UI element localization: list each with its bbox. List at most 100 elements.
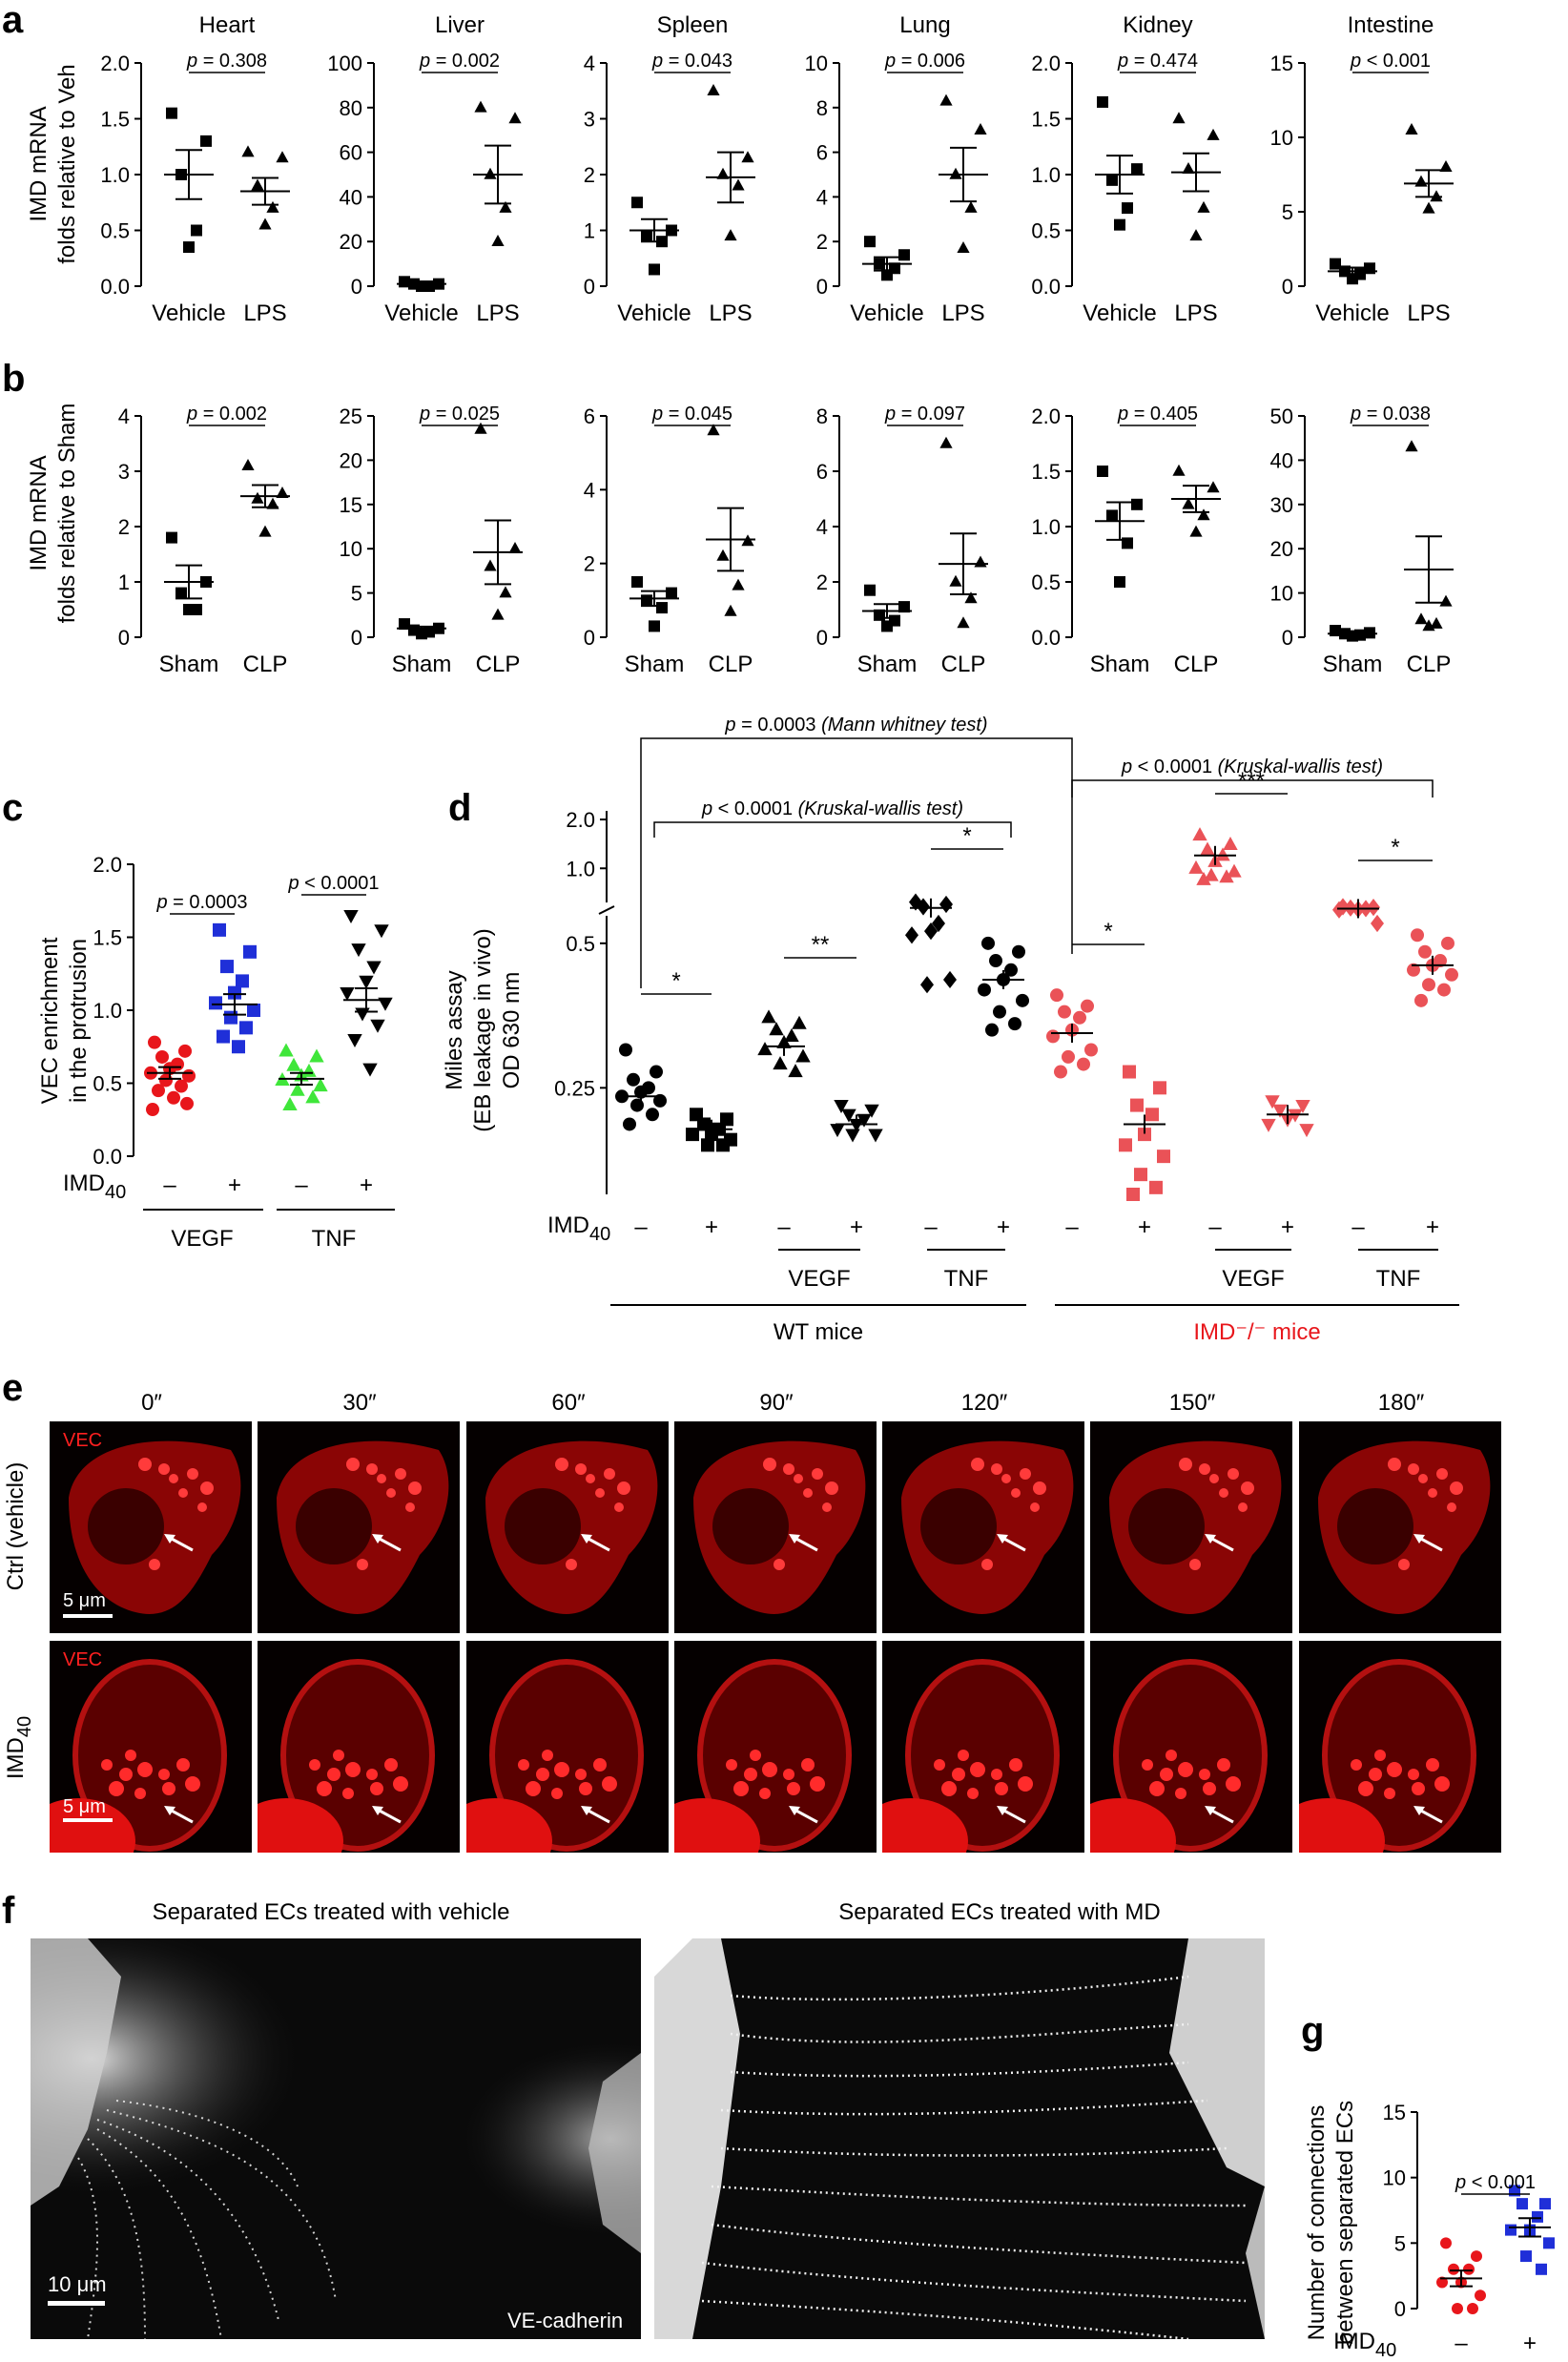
- p-value-label: p = 0.308: [186, 51, 267, 72]
- data-point: [761, 1009, 776, 1024]
- y-tick-label: 0.5: [1031, 570, 1061, 594]
- panel-a-chart-1: 0 20 40 60 80 100 Liver Vehicle LPS p = 0.002: [327, 12, 523, 326]
- data-point: [484, 559, 497, 571]
- data-point: [175, 587, 187, 599]
- data-point: [343, 909, 359, 923]
- bracket-mann-whitney-p: p: [724, 715, 735, 736]
- vesicle: [1175, 1788, 1186, 1799]
- data-point: [981, 936, 995, 950]
- arrow-shaft: [1209, 1536, 1234, 1552]
- y-tick-label: 0: [1394, 2297, 1406, 2321]
- micrograph-drawing: [485, 1440, 658, 1614]
- data-point: [957, 616, 970, 629]
- x-category-label: LPS: [941, 300, 984, 326]
- panel-c-imd-label: IMD40: [63, 1171, 126, 1203]
- data-point: [1272, 1104, 1288, 1118]
- neighbor-cell: [258, 1798, 343, 1853]
- vesicle: [408, 1481, 422, 1495]
- y-tick-label: 20: [340, 230, 362, 254]
- vesicle: [162, 1782, 175, 1795]
- y-tick-label: 5: [1282, 200, 1293, 224]
- mice-label-ko: IMD⁻/⁻ mice: [1193, 1319, 1320, 1345]
- p-value-label-p: p: [1350, 404, 1361, 425]
- imd-sign: +: [997, 1214, 1010, 1240]
- data-point: [1189, 229, 1203, 241]
- panel-e-tile-row2-t2: [466, 1641, 669, 1853]
- data-point: [646, 1108, 659, 1122]
- data-point: [1123, 1065, 1136, 1079]
- data-point: [631, 197, 643, 209]
- panel-d-chart: 0.250.51.02.0*********p = 0.0003 (Mann w…: [554, 715, 1459, 1345]
- vesicle: [1142, 1759, 1153, 1771]
- vesicle: [1434, 1776, 1450, 1792]
- vesicle: [1241, 1481, 1254, 1495]
- y-tick-label: 8: [816, 96, 828, 120]
- vesicle: [342, 1788, 354, 1799]
- vesicle: [134, 1788, 146, 1799]
- cell-body: [905, 1659, 1060, 1852]
- bracket-kruskal-wt-label: p < 0.0001 (Kruskal-wallis test): [701, 798, 963, 819]
- y-tick-label: 0.0: [1031, 626, 1061, 650]
- vesicle: [178, 1488, 188, 1498]
- data-point: [1405, 123, 1418, 135]
- data-point: [1172, 112, 1186, 124]
- data-point: [1467, 2303, 1478, 2314]
- panel-a-ylabel-line1: IMD mRNA: [26, 106, 52, 221]
- imd-sign: +: [1426, 1214, 1439, 1240]
- data-point: [1016, 993, 1029, 1007]
- x-category-label: Vehicle: [617, 300, 691, 326]
- p-value-label-rest: = 0.002: [430, 51, 500, 72]
- imd-sign: +: [1523, 2331, 1537, 2356]
- scale-label: 5 μm: [63, 1796, 106, 1817]
- cell-body: [1322, 1659, 1476, 1852]
- vesicle: [733, 1781, 749, 1796]
- data-point: [769, 1022, 784, 1036]
- cell-body: [72, 1659, 227, 1852]
- cell-body: [280, 1659, 435, 1852]
- scale-bar: [63, 1614, 113, 1618]
- p-value-label-p: p: [1455, 2172, 1466, 2193]
- vesicle: [970, 1762, 985, 1777]
- data-point: [217, 1029, 230, 1044]
- vesicle: [1412, 1782, 1425, 1795]
- data-point: [178, 1044, 192, 1058]
- data-point: [251, 178, 264, 191]
- bracket-mann-whitney-value: = 0.0003: [736, 715, 822, 736]
- y-tick-label: 1.0: [1031, 163, 1061, 187]
- vesicle: [1178, 1762, 1193, 1777]
- data-point: [1004, 963, 1018, 977]
- data-point: [732, 178, 745, 191]
- y-tick-label: 2: [816, 230, 828, 254]
- vesicle: [803, 1488, 813, 1498]
- data-point: [732, 578, 745, 590]
- data-point: [1227, 863, 1242, 878]
- data-point: [166, 531, 177, 544]
- panel-e-tile-row1-t4: [882, 1421, 1084, 1633]
- p-value-label: p < 0.001: [1350, 51, 1431, 72]
- data-point: [374, 924, 389, 939]
- panel-b-chart-5: 0 10 20 30 40 50 Sham CLP p = 0.038: [1270, 404, 1454, 677]
- data-point: [864, 236, 876, 248]
- data-point: [686, 1128, 699, 1142]
- data-point: [1114, 576, 1125, 588]
- time-label-5: 150″: [1169, 1390, 1216, 1416]
- data-point: [834, 1099, 849, 1113]
- panel-a-chart-5: 0 5 10 15 Intestine Vehicle LPS p < 0.001: [1270, 12, 1454, 326]
- data-point: [484, 167, 497, 179]
- panel-letter-d: d: [448, 787, 471, 829]
- data-point: [1081, 999, 1094, 1013]
- scale-label: 5 μm: [63, 1590, 106, 1611]
- bracket-mann-whitney-line: [640, 737, 1073, 988]
- p-value-label: p = 0.474: [1117, 51, 1198, 72]
- vesicle: [554, 1762, 569, 1777]
- chart-title: Lung: [899, 12, 950, 38]
- p-value-label-p: p: [419, 51, 430, 72]
- data-point: [1189, 525, 1203, 537]
- time-label-2: 60″: [551, 1390, 586, 1416]
- vesicle: [327, 1768, 340, 1781]
- data-point: [1371, 914, 1384, 933]
- data-point: [641, 594, 652, 607]
- p-value-label-p: p: [155, 892, 167, 913]
- x-category-label: Sham: [1323, 652, 1383, 677]
